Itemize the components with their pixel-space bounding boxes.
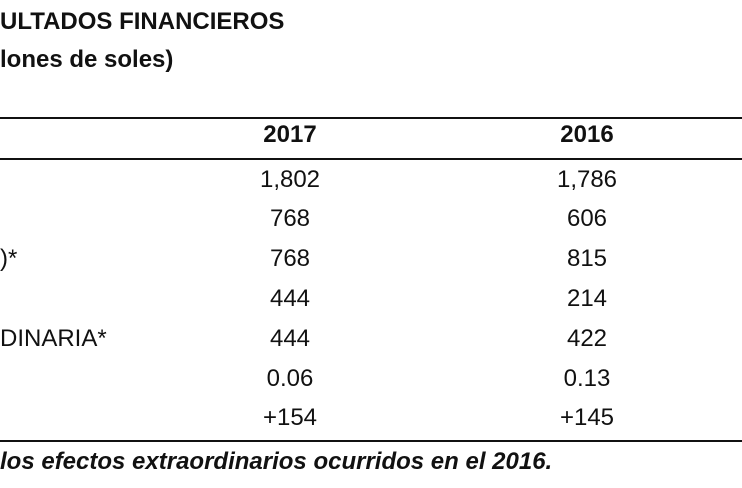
cell-2017: 1,802 (259, 166, 321, 193)
table-row: )* 768 815 (0, 245, 742, 285)
cell-2017: +154 (262, 404, 318, 431)
footnote: los efectos extraordinarios ocurridos en… (0, 448, 553, 475)
cell-2016: 422 (566, 325, 608, 352)
row-label: DINARIA* (0, 325, 107, 352)
cell-2016: 606 (566, 205, 608, 232)
row-label: )* (0, 245, 18, 272)
cell-2016: 214 (566, 285, 608, 312)
cell-2017: 444 (269, 325, 311, 352)
table-top-rule (0, 117, 742, 119)
cell-2016: 0.13 (563, 365, 611, 392)
cell-2016: 815 (566, 245, 608, 272)
cell-2017: 444 (269, 285, 311, 312)
table-header-rule (0, 158, 742, 160)
page-title: ULTADOS FINANCIEROS (0, 8, 285, 35)
table-bottom-rule (0, 440, 742, 442)
column-header-2017: 2017 (263, 121, 317, 148)
table-row: 444 214 (0, 285, 742, 325)
table-row: 768 606 (0, 205, 742, 245)
column-header-2016: 2016 (560, 121, 614, 148)
table-row: DINARIA* 444 422 (0, 325, 742, 365)
cell-2016: +145 (559, 404, 615, 431)
table-row: 0.06 0.13 (0, 365, 742, 405)
table-row: +154 +145 (0, 404, 742, 444)
cell-2017: 768 (269, 245, 311, 272)
cell-2017: 768 (269, 205, 311, 232)
cell-2017: 0.06 (266, 365, 314, 392)
table-row: 1,802 1,786 (0, 166, 742, 206)
cell-2016: 1,786 (556, 166, 618, 193)
page-subtitle: lones de soles) (0, 46, 174, 73)
